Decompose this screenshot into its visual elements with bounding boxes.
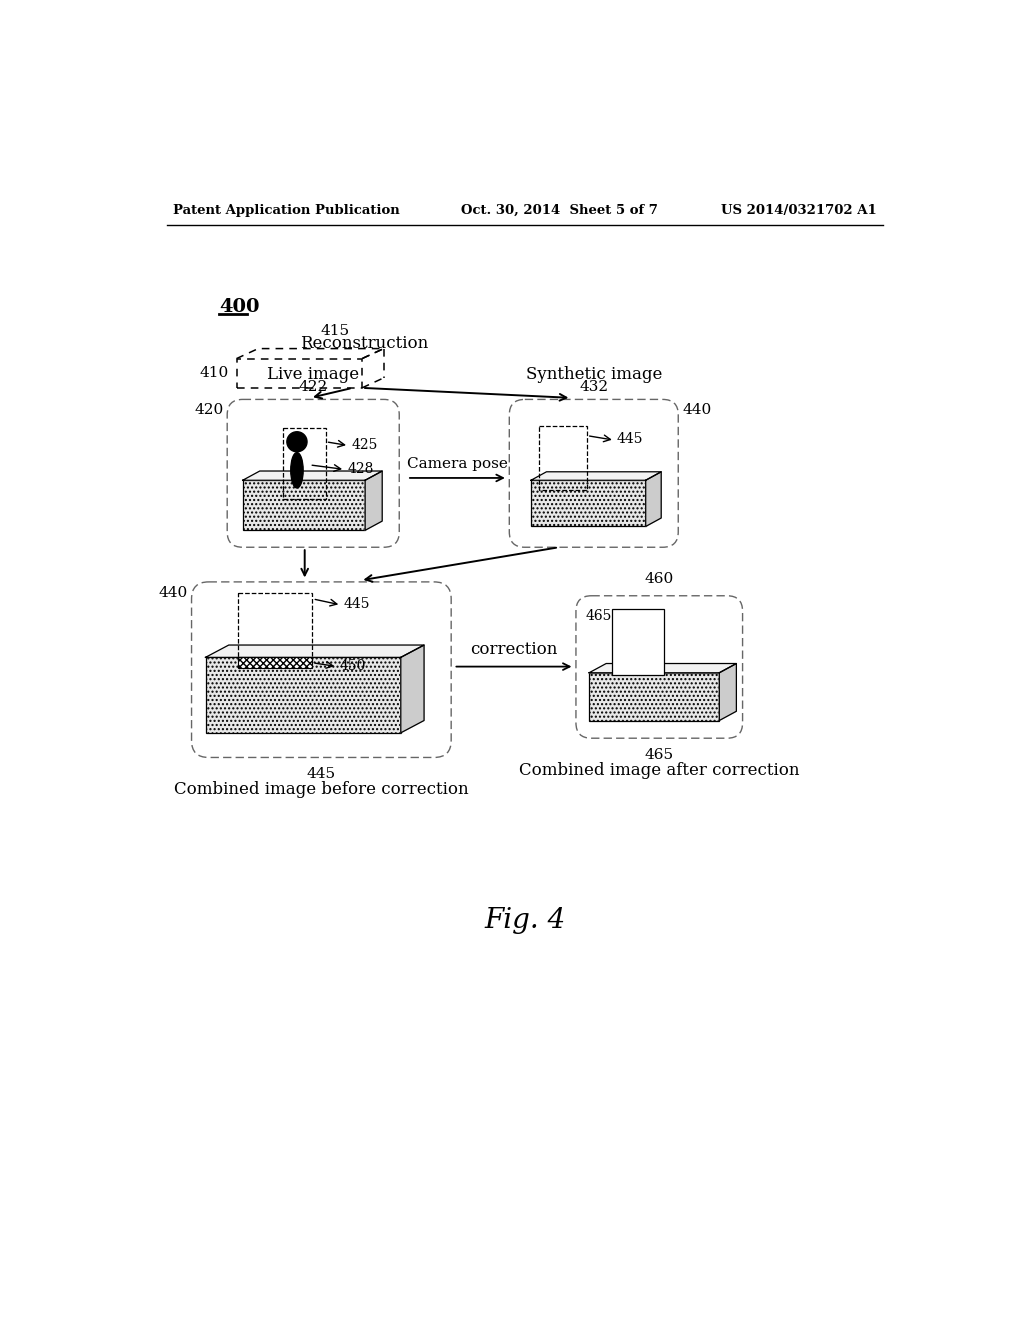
Bar <box>611 609 665 675</box>
Ellipse shape <box>291 453 303 488</box>
Bar <box>206 657 400 733</box>
Polygon shape <box>589 664 736 673</box>
Text: Patent Application Publication: Patent Application Publication <box>173 205 399 218</box>
Text: 450: 450 <box>340 659 366 673</box>
Text: Live image: Live image <box>267 366 359 383</box>
Text: Synthetic image: Synthetic image <box>525 366 662 383</box>
Bar <box>243 480 366 531</box>
Text: Oct. 30, 2014  Sheet 5 of 7: Oct. 30, 2014 Sheet 5 of 7 <box>461 205 658 218</box>
Text: Fig. 4: Fig. 4 <box>484 907 565 935</box>
Polygon shape <box>400 645 424 733</box>
Circle shape <box>287 432 307 451</box>
Bar <box>238 657 312 668</box>
Text: 440: 440 <box>683 404 712 417</box>
Text: correction: correction <box>470 642 558 659</box>
Text: Combined image before correction: Combined image before correction <box>174 781 469 799</box>
Text: 465: 465 <box>645 748 674 762</box>
Text: Camera pose: Camera pose <box>407 457 508 471</box>
Bar <box>531 480 646 527</box>
Bar <box>283 428 326 499</box>
Polygon shape <box>719 664 736 721</box>
Text: Reconstruction: Reconstruction <box>300 335 428 352</box>
Text: 445: 445 <box>343 597 370 611</box>
Text: 465: 465 <box>586 609 611 623</box>
Polygon shape <box>531 471 662 480</box>
Polygon shape <box>646 471 662 527</box>
Text: 432: 432 <box>580 380 608 395</box>
Polygon shape <box>366 471 382 531</box>
Text: 440: 440 <box>159 586 187 599</box>
Text: 425: 425 <box>351 438 378 451</box>
Text: Combined image after correction: Combined image after correction <box>519 762 800 779</box>
Text: 400: 400 <box>219 298 260 315</box>
Bar <box>589 673 719 721</box>
Text: 445: 445 <box>617 433 643 446</box>
Text: 422: 422 <box>299 380 328 395</box>
Text: 415: 415 <box>321 323 349 338</box>
Polygon shape <box>206 645 424 657</box>
Text: US 2014/0321702 A1: US 2014/0321702 A1 <box>721 205 877 218</box>
Text: 460: 460 <box>645 572 674 586</box>
Text: 445: 445 <box>307 767 336 781</box>
Text: 428: 428 <box>347 462 374 475</box>
Bar <box>238 593 312 660</box>
FancyBboxPatch shape <box>227 400 399 548</box>
Polygon shape <box>243 471 382 480</box>
FancyBboxPatch shape <box>191 582 452 758</box>
Bar <box>539 426 587 490</box>
FancyBboxPatch shape <box>509 400 678 548</box>
Text: 420: 420 <box>195 404 223 417</box>
FancyBboxPatch shape <box>575 595 742 738</box>
Text: 410: 410 <box>200 366 228 380</box>
